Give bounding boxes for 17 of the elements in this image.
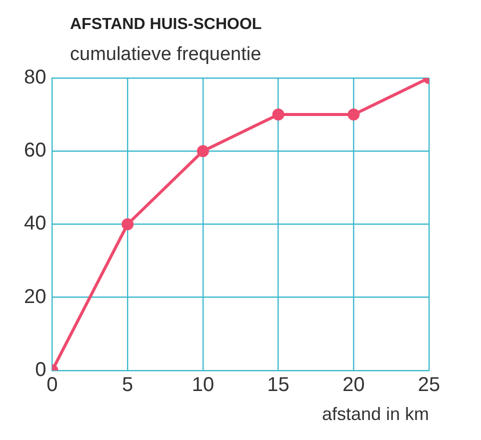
x-tick-label: 15 bbox=[267, 374, 290, 396]
point bbox=[272, 108, 284, 121]
y-tick-label: 40 bbox=[24, 212, 46, 235]
x-tick-label: 5 bbox=[122, 374, 134, 396]
point bbox=[196, 145, 209, 158]
y-tick-label: 20 bbox=[24, 286, 46, 308]
point bbox=[348, 108, 360, 121]
x-tick-label: 10 bbox=[192, 374, 214, 396]
y-axis-title: cumulatieve frequentie bbox=[70, 44, 262, 66]
point bbox=[122, 218, 134, 230]
y-tick-label: 60 bbox=[24, 140, 46, 162]
x-tick-label: 20 bbox=[342, 374, 365, 396]
y-tick-label: 80 bbox=[24, 66, 46, 89]
chart-title: AFSTAND HUIS-SCHOOL bbox=[70, 16, 262, 34]
x-tick-label: 25 bbox=[418, 374, 440, 396]
x-axis-title: afstand in km bbox=[322, 404, 429, 424]
y-tick-label: 0 bbox=[35, 358, 46, 381]
